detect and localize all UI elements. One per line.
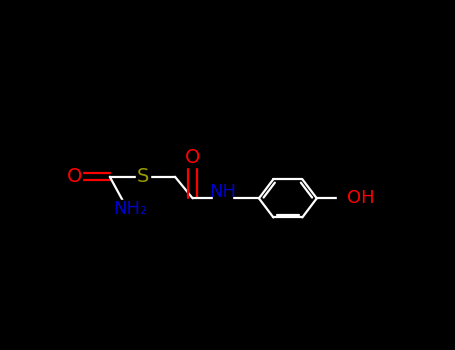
Text: OH: OH — [347, 189, 374, 207]
Bar — [213, 183, 233, 200]
Text: NH₂: NH₂ — [113, 200, 147, 218]
Bar — [67, 167, 81, 186]
Text: O: O — [185, 148, 200, 167]
Text: NH: NH — [209, 183, 236, 201]
Text: S: S — [137, 167, 149, 186]
Bar — [136, 168, 150, 186]
Bar — [186, 148, 200, 167]
Bar — [120, 200, 141, 218]
Bar — [337, 190, 356, 207]
Text: O: O — [67, 167, 82, 186]
